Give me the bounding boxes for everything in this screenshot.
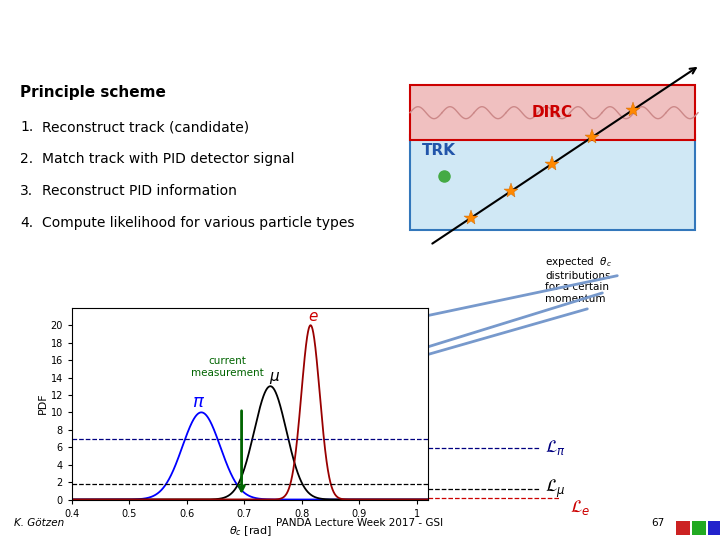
Text: current
measurement: current measurement — [191, 356, 264, 377]
Text: e: e — [309, 309, 318, 324]
Text: 2.: 2. — [20, 152, 33, 166]
Text: TRK: TRK — [422, 143, 456, 158]
Text: DIRC: DIRC — [532, 105, 573, 120]
Bar — [676, 521, 690, 535]
Text: expected  $\theta_c$
distributions
for a certain
momentum: expected $\theta_c$ distributions for a … — [545, 255, 612, 304]
Text: $\mu$: $\mu$ — [269, 370, 281, 386]
Y-axis label: PDF: PDF — [38, 393, 48, 415]
Bar — [692, 521, 706, 535]
Text: Principle scheme: Principle scheme — [20, 85, 166, 100]
Text: $\mathcal{L}_\mu$: $\mathcal{L}_\mu$ — [545, 478, 566, 500]
Text: $\pi$: $\pi$ — [192, 393, 205, 411]
Text: Reconstruct PID information: Reconstruct PID information — [42, 184, 237, 198]
Text: PANDA Lecture Week 2017 - GSI: PANDA Lecture Week 2017 - GSI — [276, 518, 444, 528]
Text: Reconstruct track (candidate): Reconstruct track (candidate) — [42, 120, 249, 134]
Bar — [410, 135, 695, 230]
X-axis label: $\theta_c$ [rad]: $\theta_c$ [rad] — [229, 524, 271, 538]
Text: K. Götzen: K. Götzen — [14, 518, 64, 528]
Text: Compute likelihood for various particle types: Compute likelihood for various particle … — [42, 216, 354, 230]
Bar — [708, 521, 720, 535]
Text: 3.: 3. — [20, 184, 33, 198]
Text: 4.: 4. — [20, 216, 33, 230]
Text: Match track with PID detector signal: Match track with PID detector signal — [42, 152, 294, 166]
Text: $\mathcal{L}_e$: $\mathcal{L}_e$ — [570, 497, 590, 517]
Text: 1.: 1. — [20, 120, 33, 134]
Text: 67: 67 — [652, 518, 665, 528]
Text: $\mathcal{L}_\pi$: $\mathcal{L}_\pi$ — [545, 438, 566, 457]
Bar — [410, 85, 695, 140]
Text: Particle Identification: Particle Identification — [16, 15, 288, 35]
